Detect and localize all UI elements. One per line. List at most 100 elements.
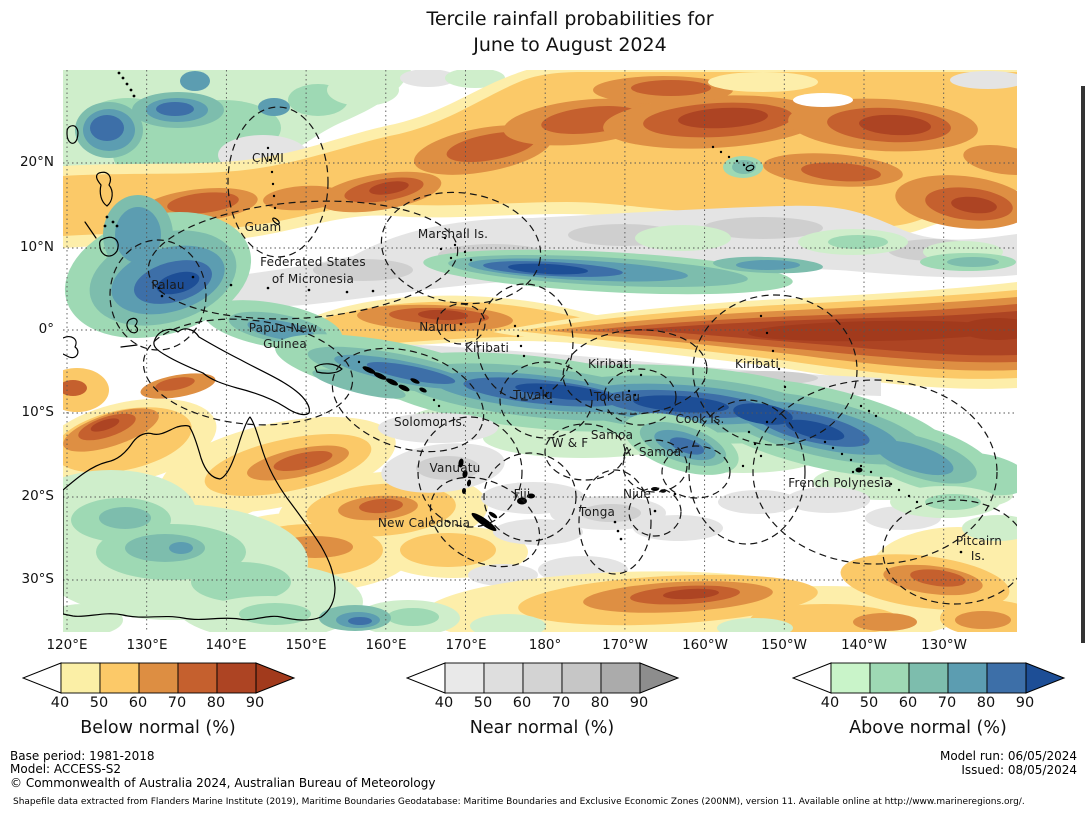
mindanao-coastline [99,236,119,257]
guam-island [272,217,280,225]
region-label-cnmi: CNMI [251,151,285,165]
below-normal-tick-50: 50 [89,695,109,711]
seram-coastline [120,344,138,348]
right-arrow [639,662,680,694]
region-label-kiribati-3: Kiribati [734,357,780,371]
region-label-guam: Guam [244,220,282,234]
above-normal-tick-90: 90 [1015,695,1035,711]
australia-coastline [63,416,336,621]
region-label-pitcairn: Pitcairn [955,534,1003,548]
near-normal-tick-90: 90 [629,695,649,711]
issued-text: Issued: 08/05/2024 [961,762,1077,777]
near-normal-tick-80: 80 [590,695,610,711]
left-arrow [405,662,446,694]
lat-tick-20-n: 20°N [19,154,54,170]
left-arrow [791,662,832,694]
colorbar-below-normal [21,662,296,694]
color-cell-40 [444,662,485,694]
below-normal-tick-80: 80 [206,695,226,711]
equatorial-dark-orange-band [493,282,1017,389]
color-cell-80 [600,662,641,694]
lon-tick-180: 180° [528,637,562,653]
window-scrollbar[interactable] [1081,86,1085,643]
footer-left: Base period: 1981-2018 Model: ACCESS-S2 … [10,749,435,790]
region-label-new-caledonia: New Caledonia [377,516,471,530]
legend-above-normal: 40 50 60 70 80 90 Above normal (%) [791,662,1066,762]
near-normal-tick-70: 70 [551,695,571,711]
lat-tick-30-s: 30°S [21,571,55,587]
luzon-coastline [95,171,113,207]
lon-tick-170-e: 170°E [445,637,487,653]
base-period-text: Base period: 1981-2018 [10,749,155,763]
palawan-coastline [84,221,97,239]
region-label-fiji: Fiji [513,487,531,501]
shapefile-attribution-text: Shapefile data extracted from Flanders M… [13,797,1025,807]
color-cell-60 [908,662,949,694]
region-label-tokelau: Tokelau [593,390,641,404]
below-normal-tick-90: 90 [245,695,265,711]
color-cell-70 [177,662,218,694]
above-normal-tick-60: 60 [898,695,918,711]
color-cell-70 [947,662,988,694]
region-label-a-samoa: A. Samoa [622,445,682,459]
lon-tick-170-w: 170°W [602,637,648,653]
near-normal-tick-60: 60 [512,695,532,711]
eez-boundaries [109,106,1017,605]
color-cell-60 [138,662,179,694]
region-label-kiribati: Kiribati [464,341,510,355]
region-label-cook-is: Cook Is. [675,412,725,426]
colorbar-near-normal [405,662,680,694]
north-orange-band [63,70,1017,248]
halmahera-coastline [126,317,139,334]
lon-tick-140-e: 140°E [205,637,247,653]
title-line-1: Tercile rainfall probabilities for [426,8,714,30]
region-label-french-polynesia: French Polynesia [788,476,892,490]
region-label-is: Is. [970,549,986,563]
legend-title-below-normal: Below normal (%) [80,718,236,738]
region-label-vanuatu: Vanuatu [429,461,481,475]
color-cell-50 [483,662,524,694]
lon-tick-150-e: 150°E [285,637,327,653]
page-title: Tercile rainfall probabilities for June … [55,6,1085,58]
near-normal-tick-50: 50 [473,695,493,711]
region-label-tuvalu: Tuvalu [513,388,553,402]
region-label-samoa: Samoa [590,428,634,442]
lat-tick-20-s: 20°S [21,488,55,504]
northwest-green-field [63,70,505,185]
region-label-niue: Niue [622,487,652,501]
region-label-palau: Palau [151,278,185,292]
new-britain-coastline [314,363,343,374]
color-cell-80 [986,662,1027,694]
left-arrow [21,662,62,694]
below-normal-tick-70: 70 [167,695,187,711]
legend-near-normal: 40 50 60 70 80 90 Near normal (%) [405,662,680,762]
above-normal-tick-50: 50 [859,695,879,711]
lon-tick-160-w: 160°W [682,637,728,653]
footer-right: Model run: 06/05/2024 Issued: 08/05/2024 [940,749,1077,777]
lon-tick-140-w: 140°W [841,637,887,653]
above-normal-tick-80: 80 [976,695,996,711]
color-cell-40 [830,662,871,694]
lat-tick-10-s: 10°S [21,404,55,420]
color-cell-80 [216,662,257,694]
region-label-nauru: Nauru [419,320,457,334]
region-label-guinea: Guinea [263,337,307,351]
hawaii-big-island [745,164,755,172]
right-arrow [255,662,296,694]
island-dots [103,71,963,554]
color-cell-40 [60,662,101,694]
color-cell-50 [99,662,140,694]
coastlines [63,125,755,621]
lon-tick-130-e: 130°E [126,637,168,653]
colorbar-above-normal [791,662,1066,694]
region-label-federated-states: Federated States [260,255,366,269]
region-label-tonga: Tonga [578,505,616,519]
legend-below-normal: 40 50 60 70 80 90 Below normal (%) [21,662,296,762]
color-cell-50 [869,662,910,694]
rainfall-probability-contours [63,70,1017,632]
lat-tick-10-n: 10°N [19,239,54,255]
model-text: Model: ACCESS-S2 [10,762,122,777]
below-normal-tick-40: 40 [50,695,70,711]
itcz-blue-streak [423,249,1016,295]
